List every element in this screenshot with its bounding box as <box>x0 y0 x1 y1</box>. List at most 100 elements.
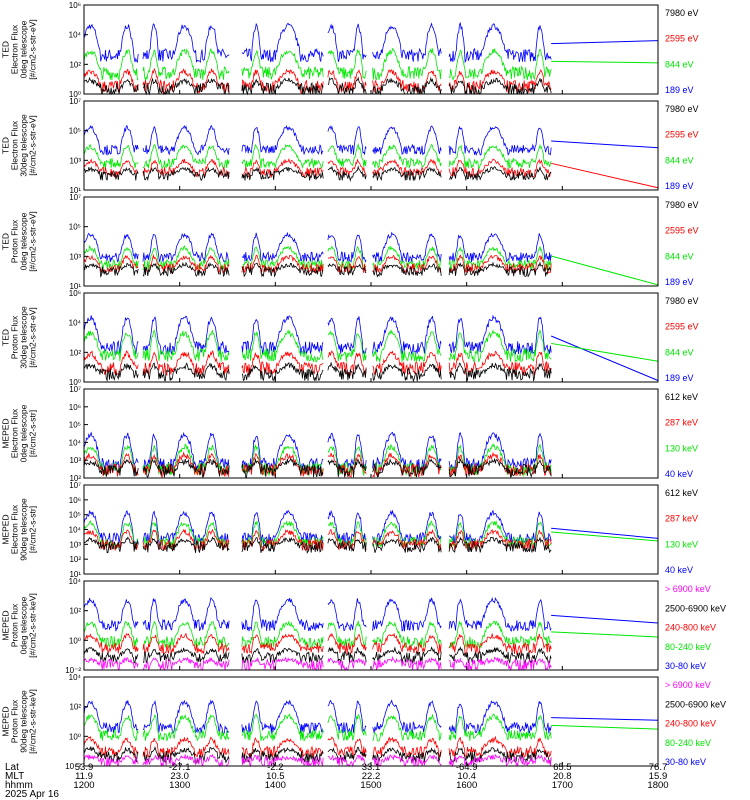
y-axis-label-line: TED <box>1 41 11 58</box>
series-red <box>83 157 552 179</box>
series-black <box>83 165 552 182</box>
legend-channel-label: 240-800 keV <box>665 623 716 633</box>
legend-channel-label: 844 eV <box>665 347 694 357</box>
legend-channel-label: 2595 eV <box>665 226 699 236</box>
legend-channel-label: 40 keV <box>665 565 693 575</box>
series-red <box>83 632 552 656</box>
y-axis-label-line: 90deg telescope <box>19 498 29 561</box>
series-blue <box>83 431 552 473</box>
x-row-label-mlt: MLT <box>5 771 24 782</box>
y-axis-label-line: 30deg telescope <box>19 306 29 369</box>
legend-channel-label: 30-80 keV <box>665 757 706 767</box>
series-red <box>83 735 552 759</box>
series-black <box>83 361 552 383</box>
y-tick-label: 10⁰ <box>69 732 81 741</box>
y-axis-label-line: 0deg telescope <box>19 404 29 462</box>
y-axis-label: TEDElectron Flux30deg telescope[#/cm2-s-… <box>1 114 38 177</box>
y-tick-label: 10⁴ <box>69 31 82 40</box>
series-black <box>83 646 552 665</box>
series-tail-red <box>551 162 659 189</box>
y-tick-label: 10⁴ <box>69 673 82 682</box>
legend-channel-label: 7980 eV <box>665 104 699 114</box>
legend-channel-label: 7980 eV <box>665 200 699 210</box>
series-green <box>83 143 552 169</box>
legend-channel-label: 130 keV <box>665 443 698 453</box>
series-black <box>83 745 552 764</box>
y-axis-label-line: [#/cm2-s-str-eV] <box>28 307 38 367</box>
x-tick-label-mlt: 11.9 <box>75 771 93 782</box>
series-black <box>83 457 552 479</box>
panel-frame <box>83 4 659 95</box>
y-axis-label: MEPEDProton Flux0deg telescope[#/cm2-s-s… <box>1 593 38 658</box>
y-axis-label-line: [#/cm2-s-str] <box>28 410 38 457</box>
series-tail-blue <box>551 40 659 45</box>
legend-channel-label: 844 eV <box>665 59 694 69</box>
legend-channel-label: 80-240 keV <box>665 642 711 652</box>
legend-channel-label: 2595 eV <box>665 322 699 332</box>
x-tick-label-lat: -64.9 <box>456 762 478 773</box>
y-tick-label: 10⁵ <box>69 127 81 136</box>
series-red <box>83 350 552 377</box>
x-tick-label-lat: -27.1 <box>169 762 191 773</box>
x-tick-label-hhmm: 1400 <box>265 780 286 791</box>
x-tick-label-mlt: 10.4 <box>457 771 476 782</box>
legend-channel-label: 189 eV <box>665 181 694 191</box>
series-tail-green <box>551 255 659 286</box>
series-green <box>83 328 552 363</box>
series-tail-blue <box>551 527 659 539</box>
panel-frame <box>83 100 659 191</box>
y-axis-label: MEPEDElectron Flux90deg telescope[#/cm2-… <box>1 498 38 561</box>
legend-channel-label: 189 eV <box>665 277 694 287</box>
y-axis-label-line: MEPED <box>1 610 11 640</box>
y-axis-label-line: [#/cm2-s-str-eV] <box>28 211 38 271</box>
x-tick-label-lat: 65.5 <box>553 762 572 773</box>
series-blue <box>83 22 552 64</box>
y-tick-label: 10⁶ <box>69 289 81 298</box>
y-tick-label: 10⁶ <box>69 403 81 412</box>
series-black <box>83 76 552 96</box>
y-tick-label: 10³ <box>69 540 81 549</box>
x-tick-label-lat: 33.1 <box>362 762 381 773</box>
y-axis-label-line: 0deg telescope <box>19 212 29 270</box>
panel-5: 10² 10³ 10⁴ 10⁵ 10⁶ 10⁷ MEPEDElectron Flux0deg… <box>1 385 699 483</box>
y-tick-label: 10⁷ <box>69 97 81 106</box>
y-tick-label: 10³ <box>69 156 81 165</box>
y-axis-label-line: TED <box>1 137 11 154</box>
legend-channel-label: 2595 eV <box>665 130 699 140</box>
series-black <box>83 536 552 554</box>
series-tail-blue <box>551 140 659 149</box>
legend-channel-label: > 6900 keV <box>665 680 711 690</box>
series-tail-green <box>551 531 659 542</box>
y-tick-label: 10¹ <box>69 282 81 291</box>
x-tick-label-hhmm: 1600 <box>456 780 477 791</box>
y-tick-label: 10⁴ <box>69 526 82 535</box>
y-axis-label-line: Electron Flux <box>10 24 20 74</box>
legend-channel-label: 7980 eV <box>665 8 699 18</box>
series-tail-blue <box>551 614 659 624</box>
y-axis-label: MEPEDProton Flux90deg telescope[#/cm2-s-… <box>1 689 38 754</box>
y-tick-label: 10² <box>69 60 81 69</box>
panel-7: 10⁻² 10⁰ 10² 10⁴ MEPEDProton Flux0deg telesc… <box>1 577 727 675</box>
series-red <box>83 67 552 95</box>
series-green <box>83 47 552 82</box>
panel-frame <box>83 196 659 287</box>
y-tick-label: 10⁰ <box>69 90 81 99</box>
x-tick-label-hhmm: 1300 <box>169 780 190 791</box>
series-tail-green <box>551 342 659 362</box>
y-axis-label: TEDElectron Flux0deg telescope[#/cm2-s-s… <box>1 19 38 79</box>
y-axis-label-line: 0deg telescope <box>19 20 29 78</box>
y-axis-label-line: MEPED <box>1 706 11 736</box>
series-blue <box>83 124 552 157</box>
legend-channel-label: 80-240 keV <box>665 738 711 748</box>
y-tick-label: 10² <box>69 348 81 357</box>
legend-channel-label: 2595 eV <box>665 34 699 44</box>
y-axis-label-line: TED <box>1 233 11 250</box>
x-tick-label-mlt: 15.9 <box>649 771 668 782</box>
y-tick-label: 10⁴ <box>69 438 82 447</box>
x-tick-label-mlt: 22.2 <box>362 771 381 782</box>
series-blue <box>83 231 552 264</box>
y-axis-label-line: Proton Flux <box>10 219 20 263</box>
x-row-label-lat: Lat <box>5 762 19 773</box>
